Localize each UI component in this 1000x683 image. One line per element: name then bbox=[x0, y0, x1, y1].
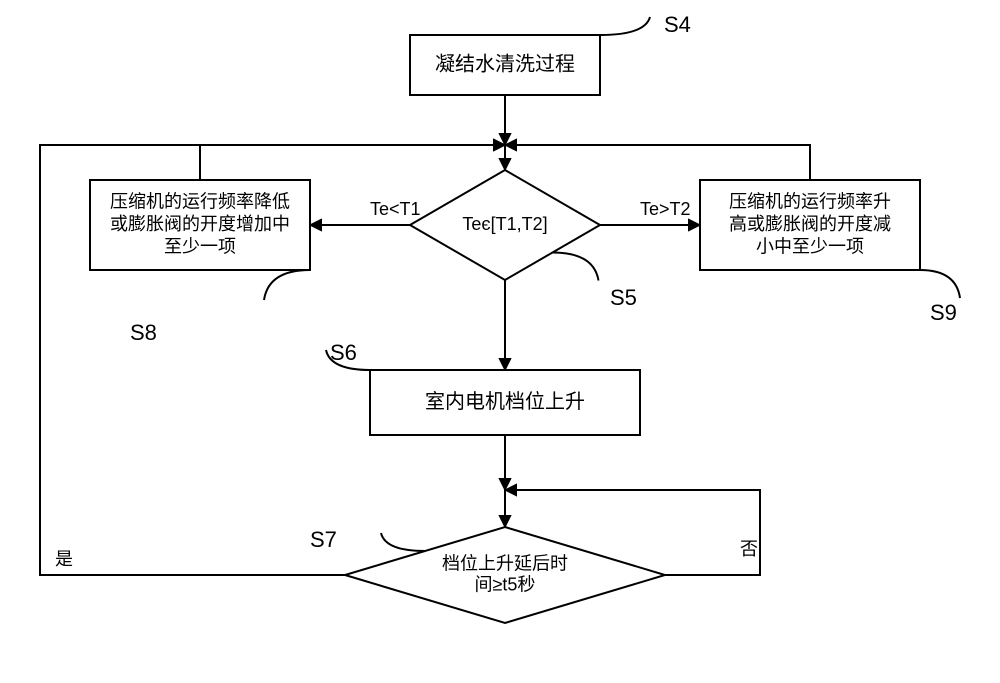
node-s9: 压缩机的运行频率升高或膨胀阀的开度减小中至少一项 bbox=[700, 180, 920, 270]
callout-s9 bbox=[920, 270, 960, 298]
node-s5: Teє[T1,T2] bbox=[410, 170, 600, 280]
step-label-s8: S8 bbox=[130, 320, 157, 345]
s4-text-0: 凝结水清洗过程 bbox=[435, 53, 575, 76]
callout-s7 bbox=[381, 533, 425, 551]
edge-label-s7-no-loop: 否 bbox=[740, 539, 758, 559]
edge-s9-up-merge bbox=[505, 145, 810, 180]
s7-text-0: 档位上升延后时 bbox=[442, 554, 568, 574]
callout-s4 bbox=[600, 17, 650, 35]
step-label-s6: S6 bbox=[330, 340, 357, 365]
step-label-s7: S7 bbox=[310, 527, 337, 552]
edge-s8-up-merge bbox=[200, 145, 505, 180]
s7-text-1: 间≥t5秒 bbox=[475, 574, 536, 594]
s8-text-1: 或膨胀阀的开度增加中 bbox=[110, 214, 290, 234]
node-s6: 室内电机档位上升 bbox=[370, 370, 640, 435]
callout-s8 bbox=[264, 270, 310, 300]
node-s7: 档位上升延后时间≥t5秒 bbox=[345, 527, 665, 623]
step-label-s5: S5 bbox=[610, 285, 637, 310]
s9-text-1: 高或膨胀阀的开度减 bbox=[729, 214, 891, 234]
edge-label-s5-left-to-s8: Te<T1 bbox=[370, 199, 421, 219]
edge-label-s5-right-to-s9: Te>T2 bbox=[640, 199, 691, 219]
step-label-s4: S4 bbox=[664, 12, 691, 37]
edge-label-s7-yes-loop: 是 bbox=[55, 549, 73, 569]
s8-text-2: 至少一项 bbox=[164, 236, 236, 256]
node-s4: 凝结水清洗过程 bbox=[410, 35, 600, 95]
s5-text-0: Teє[T1,T2] bbox=[462, 214, 547, 234]
step-label-s9: S9 bbox=[930, 300, 957, 325]
s9-text-0: 压缩机的运行频率升 bbox=[729, 191, 891, 211]
s6-text-0: 室内电机档位上升 bbox=[425, 390, 585, 413]
callout-s5 bbox=[553, 253, 599, 281]
s8-text-0: 压缩机的运行频率降低 bbox=[110, 191, 290, 211]
node-s8: 压缩机的运行频率降低或膨胀阀的开度增加中至少一项 bbox=[90, 180, 310, 270]
s9-text-2: 小中至少一项 bbox=[756, 236, 864, 256]
